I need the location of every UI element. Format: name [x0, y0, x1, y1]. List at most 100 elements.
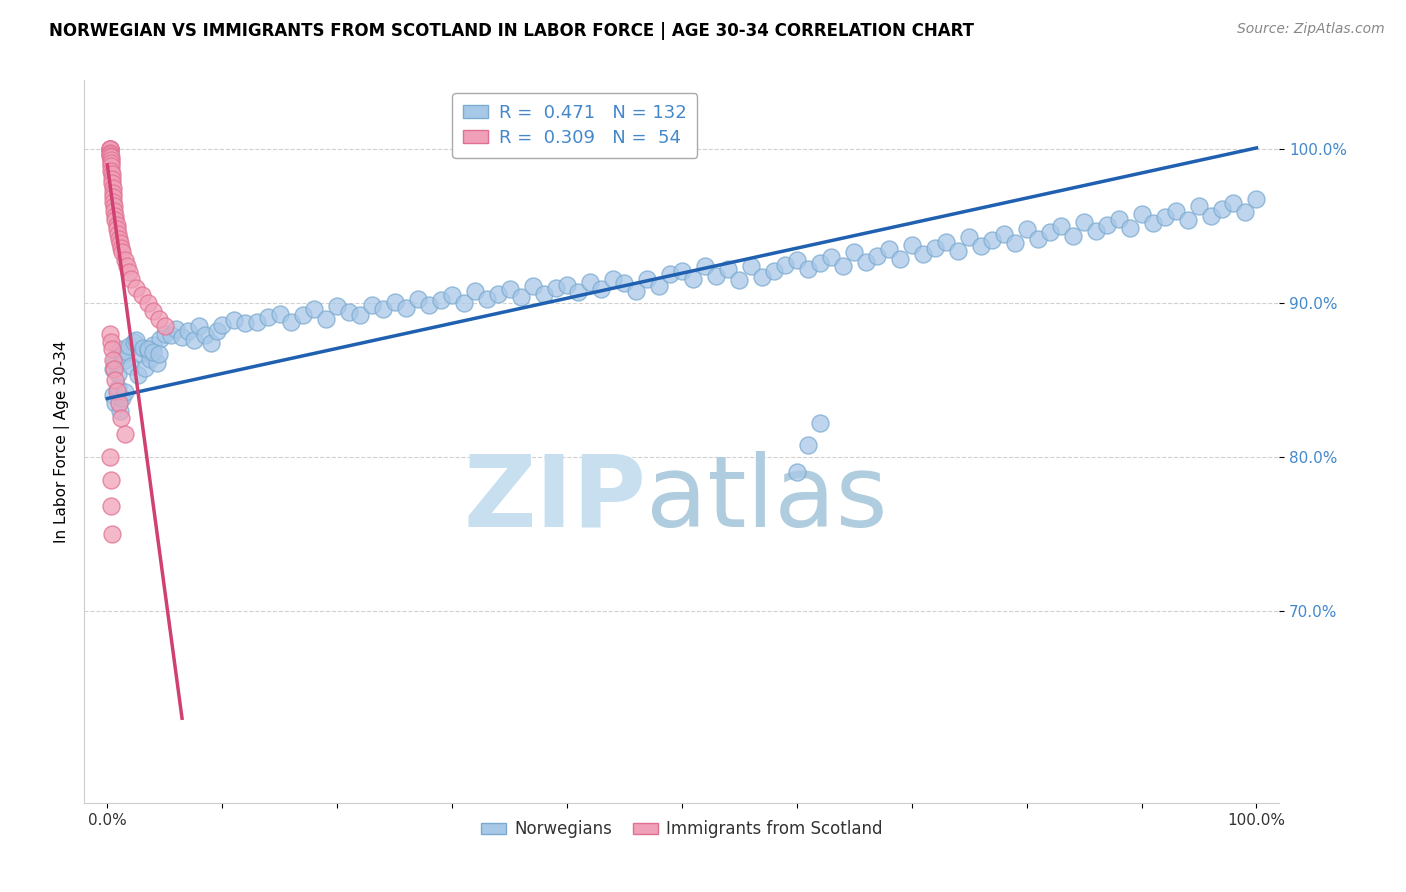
Point: [98, 148, 121, 162]
Point: [136, 296, 159, 310]
Point: [1199, 209, 1222, 223]
Point: [1015, 222, 1038, 236]
Point: [136, 343, 159, 358]
Point: [808, 416, 831, 430]
Point: [877, 243, 900, 257]
Point: [127, 368, 149, 383]
Point: [602, 271, 624, 285]
Point: [100, 164, 122, 178]
Point: [142, 337, 165, 351]
Point: [177, 324, 200, 338]
Point: [108, 404, 131, 418]
Point: [889, 252, 911, 266]
Point: [98, 143, 121, 157]
Point: [100, 150, 122, 164]
Point: [121, 359, 143, 374]
Point: [101, 167, 124, 181]
Point: [648, 279, 671, 293]
Point: [115, 345, 138, 359]
Point: [280, 315, 302, 329]
Point: [844, 245, 866, 260]
Point: [1130, 207, 1153, 221]
Point: [104, 209, 127, 223]
Point: [107, 227, 129, 241]
Point: [808, 256, 831, 270]
Point: [935, 235, 957, 249]
Point: [1073, 215, 1095, 229]
Point: [970, 239, 993, 253]
Point: [98, 143, 121, 157]
Point: [122, 334, 145, 349]
Point: [139, 351, 162, 366]
Point: [107, 367, 129, 381]
Point: [269, 307, 291, 321]
Point: [1004, 236, 1026, 251]
Point: [103, 199, 125, 213]
Point: [100, 499, 122, 513]
Point: [194, 328, 217, 343]
Point: [165, 322, 187, 336]
Point: [183, 333, 205, 347]
Point: [831, 260, 853, 274]
Text: ZIP: ZIP: [463, 450, 647, 548]
Point: [957, 230, 980, 244]
Point: [418, 298, 440, 312]
Point: [149, 332, 172, 346]
Point: [108, 236, 131, 251]
Point: [993, 227, 1015, 241]
Point: [159, 328, 181, 343]
Point: [360, 298, 382, 312]
Point: [924, 241, 946, 255]
Point: [114, 426, 136, 441]
Point: [775, 258, 797, 272]
Point: [533, 287, 555, 301]
Point: [1095, 218, 1118, 232]
Point: [1142, 216, 1164, 230]
Point: [101, 181, 124, 195]
Point: [797, 437, 820, 451]
Point: [1222, 196, 1244, 211]
Point: [659, 267, 682, 281]
Point: [555, 277, 578, 292]
Point: [591, 282, 613, 296]
Point: [108, 343, 131, 357]
Point: [111, 348, 134, 362]
Text: NORWEGIAN VS IMMIGRANTS FROM SCOTLAND IN LABOR FORCE | AGE 30-34 CORRELATION CHA: NORWEGIAN VS IMMIGRANTS FROM SCOTLAND IN…: [49, 22, 974, 40]
Point: [98, 143, 121, 157]
Point: [751, 270, 773, 285]
Point: [1153, 210, 1175, 224]
Point: [104, 373, 127, 387]
Point: [544, 281, 567, 295]
Point: [134, 360, 156, 375]
Point: [100, 334, 122, 349]
Point: [1188, 199, 1211, 213]
Point: [188, 319, 211, 334]
Point: [142, 304, 165, 318]
Point: [101, 343, 124, 357]
Point: [222, 313, 245, 327]
Point: [464, 284, 486, 298]
Point: [706, 268, 728, 283]
Point: [579, 275, 602, 289]
Point: [121, 271, 143, 285]
Point: [108, 232, 131, 246]
Point: [101, 186, 124, 200]
Point: [136, 343, 159, 357]
Point: [111, 392, 134, 406]
Point: [475, 292, 498, 306]
Point: [1233, 205, 1256, 219]
Point: [1026, 232, 1049, 246]
Point: [114, 385, 136, 400]
Point: [291, 309, 314, 323]
Point: [101, 194, 124, 209]
Point: [205, 324, 228, 338]
Point: [786, 465, 808, 479]
Point: [101, 171, 124, 186]
Point: [101, 362, 124, 376]
Point: [498, 282, 520, 296]
Point: [820, 250, 842, 264]
Point: [101, 190, 124, 204]
Point: [105, 222, 128, 236]
Point: [1050, 219, 1073, 234]
Point: [762, 264, 785, 278]
